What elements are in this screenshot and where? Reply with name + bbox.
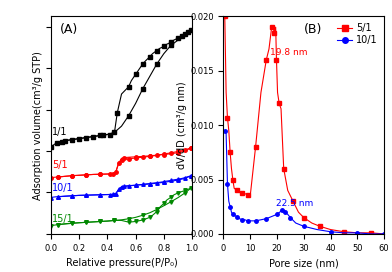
Text: (A): (A) (60, 23, 78, 36)
X-axis label: Pore size (nm): Pore size (nm) (269, 258, 339, 268)
Text: 19.8 nm: 19.8 nm (270, 48, 308, 57)
Text: (B): (B) (304, 23, 322, 36)
Text: 1/1: 1/1 (53, 127, 68, 137)
Text: 15/1: 15/1 (53, 214, 74, 224)
Y-axis label: Adsorption volume(cm³/g STP): Adsorption volume(cm³/g STP) (33, 51, 44, 200)
Legend: 5/1, 10/1: 5/1, 10/1 (335, 21, 379, 47)
Text: 22.5 nm: 22.5 nm (276, 199, 313, 208)
Text: 5/1: 5/1 (53, 160, 68, 170)
Text: 10/1: 10/1 (53, 183, 74, 193)
Y-axis label: dV/dD (cm³/g nm): dV/dD (cm³/g nm) (177, 81, 187, 169)
X-axis label: Relative pressure(P/P₀): Relative pressure(P/P₀) (65, 258, 178, 268)
